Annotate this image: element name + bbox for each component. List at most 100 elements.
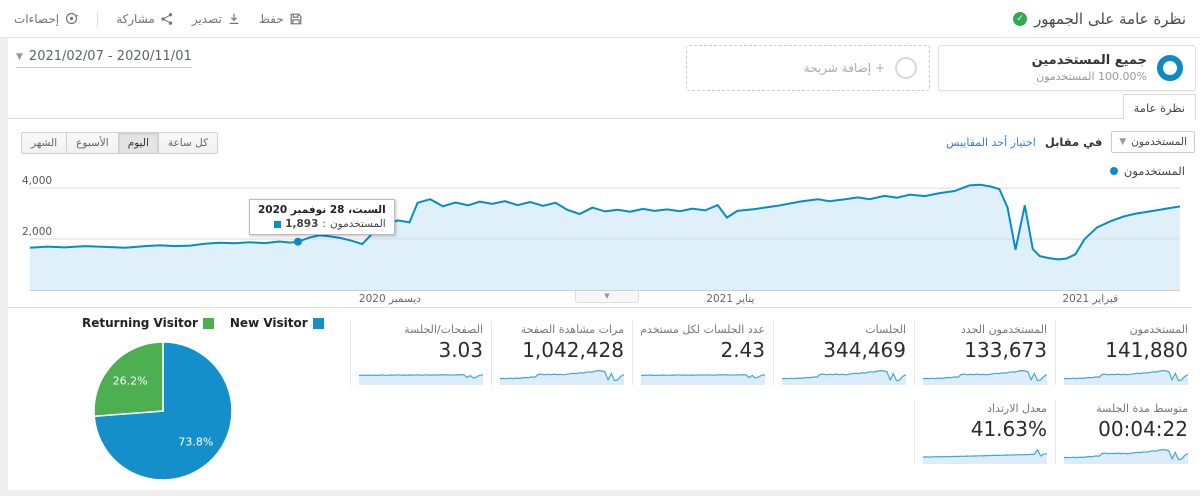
verified-check-icon: ✓ bbox=[1013, 11, 1028, 26]
metric-sparkline bbox=[359, 373, 483, 385]
chevron-down-icon: ▼ bbox=[1119, 137, 1127, 147]
save-button[interactable]: حفظ bbox=[259, 12, 303, 26]
pie-legend: Returning Visitor New Visitor bbox=[82, 316, 324, 330]
export-button[interactable]: تصدير bbox=[192, 12, 241, 26]
tooltip-value-row: المستخدمون: 1,893 bbox=[258, 218, 386, 230]
granularity-month[interactable]: الشهر bbox=[21, 132, 68, 154]
panel-top-border bbox=[0, 118, 1192, 119]
x-axis-label: يناير 2021 bbox=[706, 293, 755, 305]
pie-legend-item: Returning Visitor bbox=[82, 316, 214, 330]
header-bar: نظرة عامة على الجمهور ✓ حفظ تصدير مشاركة… bbox=[0, 0, 1200, 38]
tooltip-date: السبت، 28 نوفمبر 2020 bbox=[258, 204, 386, 216]
granularity-week[interactable]: الأسبوع bbox=[66, 132, 119, 154]
metric-value: 41.63% bbox=[970, 417, 1047, 441]
pie-slice-label: 73.8% bbox=[178, 436, 213, 449]
metric-sparkline bbox=[500, 369, 624, 385]
tooltip-metric-value: 1,893 bbox=[285, 218, 319, 230]
metric-card: معدل الارتداد 41.63% bbox=[914, 400, 1055, 464]
chevron-down-icon: ▼ bbox=[16, 51, 23, 62]
page-title: نظرة عامة على الجمهور bbox=[1034, 9, 1186, 28]
chart-tooltip: السبت، 28 نوفمبر 2020 المستخدمون: 1,893 bbox=[249, 199, 395, 235]
add-segment-label: + إضافة شريحة bbox=[803, 61, 885, 75]
panel-bottom-border bbox=[0, 307, 1192, 308]
chart-area-fill bbox=[30, 184, 1180, 290]
x-axis-label: ديسمبر 2020 bbox=[358, 293, 421, 305]
legend-users-dot bbox=[1109, 167, 1118, 175]
insights-button[interactable]: إحصاءات bbox=[14, 11, 79, 26]
save-label: حفظ bbox=[258, 11, 284, 26]
choose-metric-link[interactable]: اختيار أحد المقاييس bbox=[945, 135, 1036, 149]
metric-card: مرات مشاهدة الصفحة 1,042,428 bbox=[491, 321, 632, 385]
metric-card: متوسط مدة الجلسة 00:04:22 bbox=[1055, 400, 1196, 464]
metric-label: الجلسات bbox=[865, 323, 906, 336]
toolbar-divider bbox=[97, 10, 99, 27]
metric-label: متوسط مدة الجلسة bbox=[1096, 402, 1188, 415]
date-range-selector[interactable]: ▼ 2021/02/07 - 2020/11/01 bbox=[16, 49, 192, 68]
metric-sparkline bbox=[923, 448, 1047, 464]
metric-value: 2.43 bbox=[720, 338, 765, 362]
pie-legend-item: New Visitor bbox=[230, 316, 324, 330]
metric-card: المستخدمون الجدد 133,673 bbox=[914, 321, 1055, 385]
metric-label: عدد الجلسات لكل مستخدم bbox=[641, 323, 765, 336]
x-axis-label: فبراير 2021 bbox=[1062, 293, 1119, 305]
metric-dropdown[interactable]: المستخدمون ▼ bbox=[1111, 131, 1195, 153]
tooltip-metric-label: المستخدمون bbox=[329, 218, 386, 230]
insights-icon bbox=[66, 12, 79, 25]
metric-value: 344,469 bbox=[823, 338, 906, 362]
chart-line-users bbox=[30, 183, 1180, 261]
export-label: تصدير bbox=[191, 11, 222, 26]
metrics-row-1: المستخدمون 141,880 المستخدمون الجدد 133,673… bbox=[350, 321, 1196, 385]
page-title-row: نظرة عامة على الجمهور ✓ bbox=[1013, 10, 1186, 28]
metric-value: 141,880 bbox=[1105, 338, 1188, 362]
metric-card: عدد الجلسات لكل مستخدم 2.43 bbox=[632, 321, 773, 385]
add-segment-button[interactable]: + إضافة شريحة bbox=[686, 45, 930, 91]
chart-legend: المستخدمون bbox=[1109, 164, 1185, 178]
pie-slice-label: 26.2% bbox=[113, 375, 148, 388]
metric-value: 00:04:22 bbox=[1098, 417, 1188, 441]
tab-overview[interactable]: نظرة عامة bbox=[1122, 94, 1196, 119]
pie-legend-swatch bbox=[312, 317, 324, 329]
pie-legend-label: New Visitor bbox=[229, 316, 308, 330]
add-segment-circle-icon bbox=[895, 57, 917, 79]
metric-card: الجلسات 344,469 bbox=[773, 321, 914, 385]
download-icon bbox=[229, 13, 239, 24]
visitor-type-pie-chart[interactable]: 73.8% 26.2% bbox=[93, 341, 233, 481]
vs-label: في مقابل bbox=[1044, 135, 1103, 149]
toolbar: حفظ تصدير مشاركة إحصاءات bbox=[14, 10, 303, 27]
y-axis-tick-label: 2,000 bbox=[22, 225, 53, 238]
metric-sparkline bbox=[782, 369, 906, 385]
metric-value: 3.03 bbox=[438, 338, 483, 362]
metric-sparkline bbox=[641, 373, 765, 385]
metric-label: الصفحات/الجلسة bbox=[404, 323, 483, 336]
metric-sparkline bbox=[1064, 369, 1188, 385]
metrics-row-2: متوسط مدة الجلسة 00:04:22 معدل الارتداد 41.… bbox=[914, 400, 1196, 464]
segment-all-users[interactable]: جميع المستخدمين 100.00% المستخدمون bbox=[938, 45, 1196, 91]
metric-card: المستخدمون 141,880 bbox=[1055, 321, 1196, 385]
tooltip-colon: : bbox=[322, 218, 326, 230]
segment-share: 100.00% المستخدمون bbox=[1036, 69, 1147, 83]
segment-ring-icon bbox=[1157, 55, 1183, 81]
metric-value: 133,673 bbox=[964, 338, 1047, 362]
metric-card: الصفحات/الجلسة 3.03 bbox=[350, 321, 491, 385]
metric-sparkline bbox=[923, 369, 1047, 385]
granularity-hourly[interactable]: كل ساعة bbox=[157, 132, 219, 154]
date-range-value: 2021/02/07 - 2020/11/01 bbox=[28, 49, 192, 64]
x-axis-line bbox=[30, 290, 1180, 291]
metric-dropdown-value: المستخدمون bbox=[1131, 136, 1187, 148]
insights-label: إحصاءات bbox=[14, 11, 60, 26]
save-icon bbox=[290, 13, 302, 24]
share-label: مشاركة bbox=[116, 11, 155, 26]
granularity-toggle-group: كل ساعة اليوم الأسبوع الشهر bbox=[21, 132, 219, 154]
pie-slice[interactable] bbox=[93, 341, 164, 418]
metric-value: 1,042,428 bbox=[522, 338, 624, 362]
users-timeseries-chart[interactable] bbox=[30, 177, 1180, 290]
y-axis-tick-label: 4,000 bbox=[22, 174, 53, 187]
share-button[interactable]: مشاركة bbox=[116, 12, 174, 26]
chart-collapse-handle[interactable]: ▼ bbox=[575, 291, 639, 303]
metric-label: معدل الارتداد bbox=[987, 402, 1047, 415]
highlighted-point[interactable] bbox=[293, 237, 302, 246]
legend-users-label: المستخدمون bbox=[1123, 164, 1185, 178]
metric-label: مرات مشاهدة الصفحة bbox=[520, 323, 624, 336]
granularity-day[interactable]: اليوم bbox=[117, 132, 159, 154]
